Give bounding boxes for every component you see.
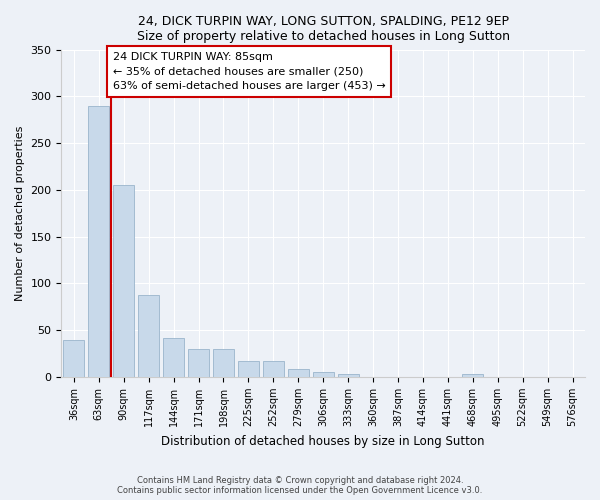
- Bar: [113, 186, 134, 377]
- Bar: [88, 106, 109, 377]
- Text: Contains HM Land Registry data © Crown copyright and database right 2024.
Contai: Contains HM Land Registry data © Crown c…: [118, 476, 482, 495]
- Bar: [287, 370, 309, 377]
- Bar: [263, 361, 284, 377]
- X-axis label: Distribution of detached houses by size in Long Sutton: Distribution of detached houses by size …: [161, 434, 485, 448]
- Bar: [313, 372, 334, 377]
- Bar: [213, 349, 234, 377]
- Bar: [462, 374, 484, 377]
- Bar: [188, 349, 209, 377]
- Bar: [338, 374, 359, 377]
- Y-axis label: Number of detached properties: Number of detached properties: [15, 126, 25, 301]
- Text: 24 DICK TURPIN WAY: 85sqm
← 35% of detached houses are smaller (250)
63% of semi: 24 DICK TURPIN WAY: 85sqm ← 35% of detac…: [113, 52, 385, 91]
- Bar: [138, 294, 159, 377]
- Title: 24, DICK TURPIN WAY, LONG SUTTON, SPALDING, PE12 9EP
Size of property relative t: 24, DICK TURPIN WAY, LONG SUTTON, SPALDI…: [137, 15, 510, 43]
- Bar: [163, 338, 184, 377]
- Bar: [63, 340, 85, 377]
- Bar: [238, 361, 259, 377]
